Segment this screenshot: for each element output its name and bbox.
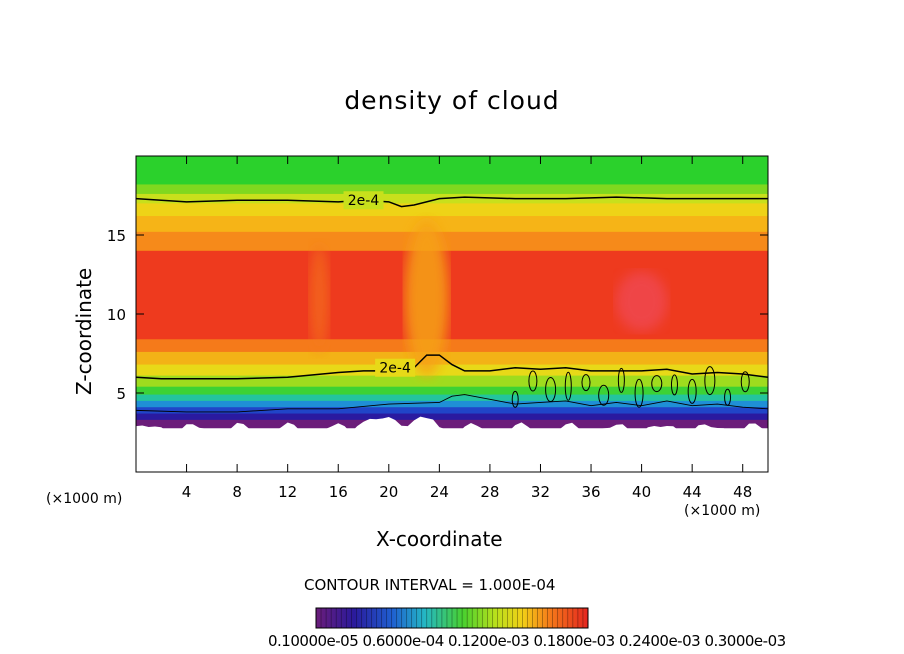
- clear-air-region: [136, 416, 768, 472]
- x-tick-label: 4: [182, 483, 192, 501]
- contour-loop: [598, 384, 610, 406]
- contour-loop: [724, 388, 732, 406]
- contour-loop: [634, 378, 644, 408]
- x-tick-label: 44: [683, 483, 702, 501]
- contour-loop: [670, 374, 678, 396]
- contour-loop: [687, 378, 697, 404]
- x-tick-label: 16: [329, 483, 348, 501]
- y-tick-label: 5: [116, 385, 126, 403]
- y-axis-label: Z-coordinate: [72, 267, 96, 395]
- contour-label-bg: [343, 191, 384, 210]
- x-tick-label: 12: [278, 483, 297, 501]
- density-band: [136, 407, 768, 415]
- x-tick-label: 32: [531, 483, 550, 501]
- contour-loop: [704, 366, 716, 396]
- x-tick-label: 36: [581, 483, 600, 501]
- y-tick-label: 10: [107, 306, 126, 324]
- x-tick-label: 20: [379, 483, 398, 501]
- low-density-column: [404, 220, 449, 377]
- contour-loop: [617, 367, 625, 393]
- contour-loop: [581, 374, 591, 392]
- x-tick-label: 40: [632, 483, 651, 501]
- density-band: [136, 413, 768, 421]
- x-tick-label: 8: [232, 483, 242, 501]
- x-tick-label: 48: [733, 483, 752, 501]
- x-tick-label: 28: [480, 483, 499, 501]
- density-band: [136, 339, 768, 353]
- y-unit-label: (×1000 m): [684, 503, 761, 519]
- x-tick-label: 24: [430, 483, 449, 501]
- low-density-column: [309, 243, 330, 354]
- contour-loop: [651, 375, 663, 393]
- contour-label-bg: [375, 358, 416, 377]
- contour-line: [136, 196, 768, 208]
- density-band: [136, 184, 768, 195]
- x-axis-label: X-coordinate: [376, 527, 503, 551]
- contour-line: [136, 354, 768, 380]
- density-band: [136, 400, 768, 408]
- contour-loop: [564, 371, 572, 401]
- colorbar: [315, 607, 589, 629]
- density-band: [136, 375, 768, 388]
- density-band: [136, 156, 768, 185]
- colorbar-labels: 0.10000e-05 0.6000e-04 0.1200e-03 0.1800…: [268, 632, 786, 650]
- contour-label: 2e-4: [379, 361, 411, 377]
- contour-line: [136, 394, 768, 413]
- density-band: [136, 250, 768, 340]
- high-density-patch: [615, 271, 668, 332]
- density-band: [136, 394, 768, 402]
- contour-loop: [545, 377, 557, 403]
- density-band: [136, 193, 768, 204]
- contour-label: 2e-4: [348, 193, 380, 209]
- contour-loop: [740, 371, 750, 393]
- chart-title: density of cloud: [344, 86, 560, 115]
- contour-loop: [528, 370, 538, 392]
- density-band: [136, 216, 768, 233]
- density-band: [136, 386, 768, 396]
- density-band: [136, 364, 768, 377]
- x-unit-label: (×1000 m): [46, 491, 123, 507]
- density-band: [136, 203, 768, 217]
- density-band: [136, 231, 768, 252]
- density-band: [136, 419, 768, 429]
- y-tick-label: 15: [107, 227, 126, 245]
- density-band: [136, 351, 768, 366]
- contour-interval-text: CONTOUR INTERVAL = 1.000E-04: [304, 576, 556, 594]
- contour-loop: [511, 390, 519, 408]
- plot-area: 2e-4 2e-4: [136, 156, 768, 472]
